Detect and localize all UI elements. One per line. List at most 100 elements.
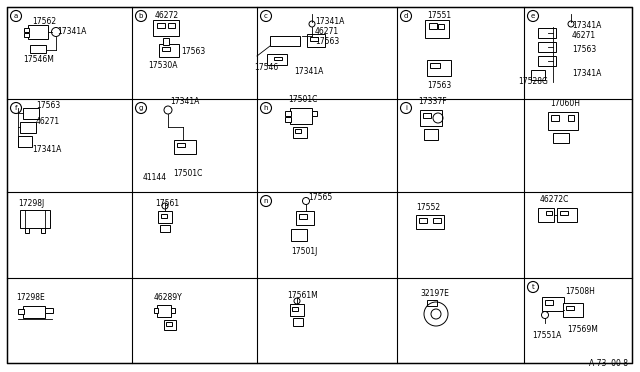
Text: 17298J: 17298J <box>18 199 44 208</box>
Bar <box>18 309 24 314</box>
Bar <box>290 108 312 124</box>
Text: 17565: 17565 <box>308 193 332 202</box>
Bar <box>420 110 442 126</box>
Bar <box>45 308 53 313</box>
Text: 17508H: 17508H <box>565 288 595 296</box>
Text: 17563: 17563 <box>315 38 339 46</box>
Bar <box>23 108 39 119</box>
Bar <box>18 136 32 147</box>
Text: 17563: 17563 <box>36 100 60 109</box>
Bar <box>546 211 552 215</box>
Text: 17563: 17563 <box>427 80 451 90</box>
Text: 17551A: 17551A <box>532 330 561 340</box>
Bar <box>542 297 564 311</box>
Bar <box>285 117 291 122</box>
Text: 17561M: 17561M <box>287 292 317 301</box>
Bar <box>433 218 441 223</box>
Bar <box>270 36 300 46</box>
Text: 17546M: 17546M <box>23 55 54 64</box>
Text: 17552: 17552 <box>416 202 440 212</box>
Text: 17298E: 17298E <box>16 294 45 302</box>
Text: c: c <box>264 13 268 19</box>
Bar <box>159 44 179 57</box>
Bar <box>285 111 291 116</box>
Text: 17060H: 17060H <box>550 99 580 109</box>
Bar <box>168 23 175 28</box>
Bar <box>291 229 307 241</box>
Bar <box>23 306 45 318</box>
Bar <box>267 54 287 65</box>
Text: g: g <box>139 105 143 111</box>
Bar <box>20 122 36 133</box>
Bar <box>177 143 185 147</box>
Bar <box>423 113 431 118</box>
Bar <box>538 28 556 38</box>
Bar <box>553 133 569 143</box>
Bar <box>531 70 545 80</box>
Bar <box>551 115 559 121</box>
Bar <box>154 308 158 313</box>
Text: 17551: 17551 <box>427 12 451 20</box>
Bar <box>157 305 171 317</box>
Bar <box>163 38 169 45</box>
Text: A 73  00 8: A 73 00 8 <box>589 359 628 368</box>
Bar <box>310 37 318 41</box>
Text: 17563: 17563 <box>572 45 596 54</box>
Bar <box>563 303 583 317</box>
Bar <box>295 129 301 133</box>
Text: 17341A: 17341A <box>57 28 86 36</box>
Bar <box>545 300 553 305</box>
Text: 17546: 17546 <box>254 62 278 71</box>
Bar <box>419 218 427 223</box>
Text: 32197E: 32197E <box>420 289 449 298</box>
Bar <box>292 307 298 311</box>
Bar <box>557 208 577 222</box>
Bar <box>296 211 314 225</box>
Bar <box>299 214 307 219</box>
Text: 17341A: 17341A <box>572 22 602 31</box>
Text: b: b <box>139 13 143 19</box>
Text: 17501C: 17501C <box>288 96 317 105</box>
Bar <box>30 45 46 53</box>
Text: 17569M: 17569M <box>567 324 598 334</box>
Text: 17501C: 17501C <box>173 169 202 177</box>
Bar <box>568 115 574 121</box>
Bar <box>438 24 444 29</box>
Text: 17341A: 17341A <box>315 17 344 26</box>
Text: 46272: 46272 <box>155 12 179 20</box>
Bar <box>160 225 170 232</box>
Bar <box>161 214 167 218</box>
Bar <box>153 20 179 36</box>
Bar <box>424 129 438 140</box>
Text: 41144: 41144 <box>143 173 167 182</box>
Text: 46289Y: 46289Y <box>154 294 183 302</box>
Bar <box>293 318 303 326</box>
Bar <box>293 127 307 138</box>
Bar <box>538 42 556 52</box>
Text: 46272C: 46272C <box>540 196 570 205</box>
Bar <box>166 322 172 326</box>
Bar <box>158 211 172 223</box>
Bar <box>312 111 317 116</box>
Bar <box>429 23 437 29</box>
Text: 17561: 17561 <box>155 199 179 208</box>
Text: 17501J: 17501J <box>291 247 317 256</box>
Bar <box>538 56 556 66</box>
Text: a: a <box>14 13 18 19</box>
Bar <box>290 304 304 316</box>
Bar <box>41 228 45 233</box>
Text: 17341A: 17341A <box>294 67 323 77</box>
Bar <box>162 47 170 51</box>
Text: 46271: 46271 <box>315 28 339 36</box>
Bar <box>538 208 554 222</box>
Bar <box>427 60 451 76</box>
Bar <box>274 57 282 60</box>
Text: 46271: 46271 <box>572 32 596 41</box>
Text: 17341A: 17341A <box>170 97 200 106</box>
Bar <box>20 210 50 228</box>
Text: 17530A: 17530A <box>148 61 177 70</box>
Text: 17528G: 17528G <box>518 77 548 87</box>
Bar <box>430 63 440 68</box>
Bar <box>171 308 175 313</box>
Bar <box>548 112 578 130</box>
